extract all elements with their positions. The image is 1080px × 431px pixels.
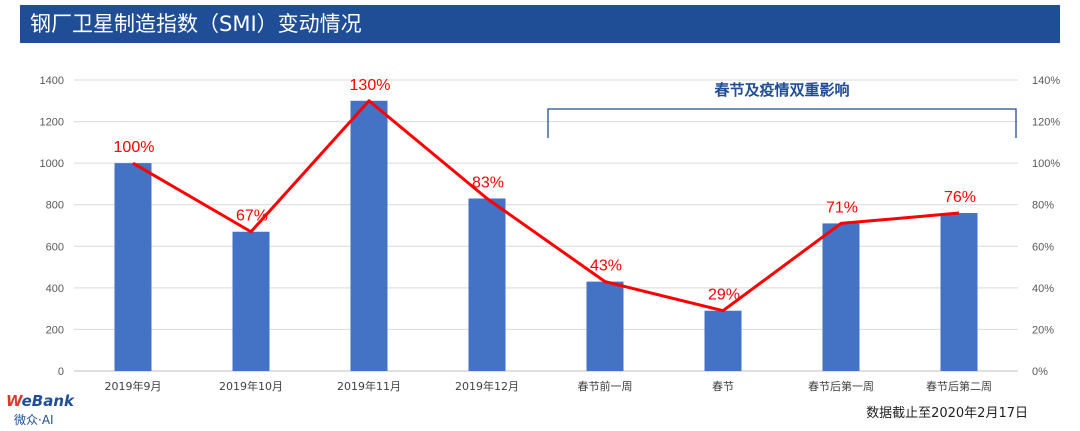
logo-subtitle: 微众·AI — [14, 413, 54, 427]
y-left-tick-label: 1400 — [40, 75, 64, 87]
y-right-tick-label: 80% — [1032, 200, 1054, 212]
y-left-tick-label: 800 — [46, 200, 64, 212]
y-right-tick-label: 40% — [1032, 283, 1054, 295]
data-label: 76% — [944, 189, 976, 206]
annotation-bracket — [547, 108, 1017, 138]
series-line — [132, 99, 960, 313]
x-tick-label: 春节前一周 — [578, 379, 633, 393]
data-label: 29% — [708, 287, 740, 304]
title-bar: 钢厂卫星制造指数（SMI）变动情况 — [20, 5, 1060, 43]
bar — [822, 223, 860, 371]
bar — [114, 163, 152, 371]
y-left-tick-label: 600 — [46, 241, 64, 253]
bar — [468, 198, 506, 371]
data-label: 43% — [590, 258, 622, 275]
x-tick-label: 2019年12月 — [455, 379, 519, 393]
y-right-tick-label: 0% — [1032, 366, 1048, 378]
webank-logo: WeBank 微众·AI — [6, 390, 86, 430]
bar — [704, 310, 742, 371]
x-tick-label: 春节后第二周 — [926, 379, 992, 393]
page-title: 钢厂卫星制造指数（SMI）变动情况 — [30, 12, 362, 36]
bar — [232, 231, 270, 371]
y-left-tick-label: 1200 — [40, 117, 64, 129]
data-cutoff-note: 数据截止至2020年2月17日 — [866, 406, 1028, 421]
y-right-tick-label: 60% — [1032, 241, 1054, 253]
x-tick-label: 2019年10月 — [219, 379, 283, 393]
x-tick-label: 2019年11月 — [337, 379, 401, 393]
y-left-tick-label: 1000 — [40, 158, 64, 170]
y-left-tick-label: 200 — [46, 324, 64, 336]
annotation-label: 春节及疫情双重影响 — [714, 81, 849, 99]
data-label: 100% — [114, 139, 155, 156]
data-label: 67% — [236, 208, 268, 225]
y-left-tick-label: 400 — [46, 283, 64, 295]
data-label: 83% — [472, 174, 504, 191]
x-tick-label: 2019年9月 — [105, 379, 162, 393]
bar — [350, 100, 388, 372]
y-right-tick-label: 140% — [1032, 75, 1060, 87]
bar — [940, 213, 978, 371]
y-right-tick-label: 20% — [1032, 324, 1054, 336]
x-tick-label: 春节 — [712, 380, 734, 393]
y-right-tick-label: 120% — [1032, 117, 1060, 129]
bar — [586, 281, 624, 371]
logo-wordmark: WeBank — [6, 392, 74, 410]
y-right-tick-label: 100% — [1032, 158, 1060, 170]
x-tick-label: 春节后第一周 — [808, 379, 874, 393]
data-label: 71% — [826, 199, 858, 216]
y-left-tick-label: 0 — [58, 366, 64, 378]
data-label: 130% — [350, 77, 391, 94]
